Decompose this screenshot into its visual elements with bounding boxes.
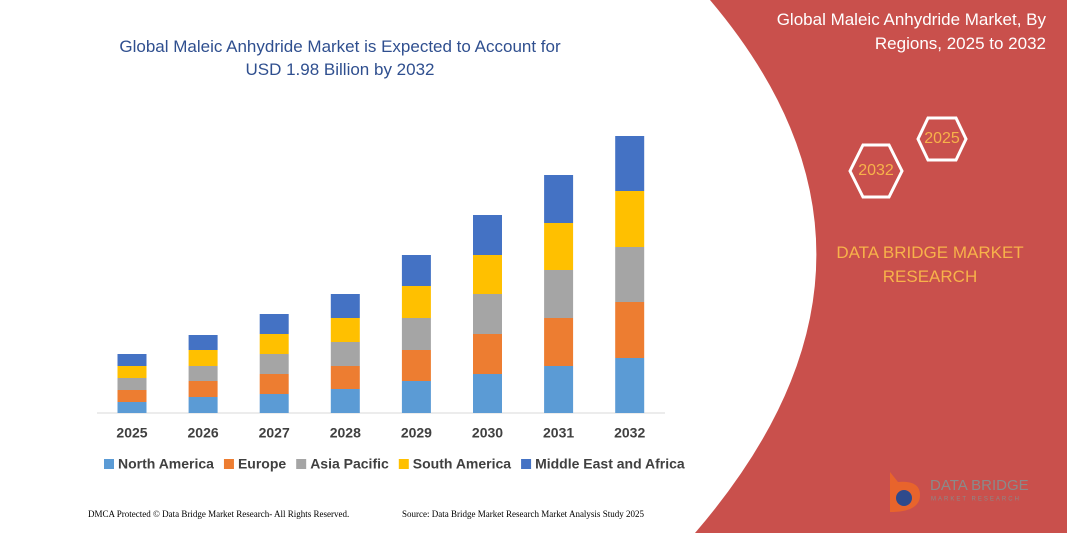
hexagon (848, 143, 904, 199)
bar-segment (330, 389, 360, 413)
bar-segment (544, 270, 574, 318)
logo-tagline: MARKET RESEARCH (931, 497, 1021, 503)
bar-segment (330, 342, 360, 366)
bar-segment (401, 255, 431, 286)
bar-segment (401, 350, 431, 381)
bar-segment (117, 366, 147, 378)
bar-segment (544, 223, 574, 270)
logo-name: DATA BRIDGE (930, 477, 1029, 494)
bar-segment (117, 402, 147, 413)
legend-label: North America (118, 456, 214, 472)
panel-title: Global Maleic Anhydride Market, By Regio… (776, 10, 1046, 53)
bar-segment (615, 136, 645, 191)
x-tick-label: 2026 (188, 425, 219, 441)
bar-segment (188, 397, 218, 413)
bar-segment (401, 286, 431, 318)
bar-segment (473, 374, 502, 413)
bar-segment (544, 318, 574, 366)
legend-swatch (521, 459, 532, 469)
hexagon (916, 116, 968, 162)
red-panel (695, 0, 1067, 533)
legend-swatch (104, 459, 114, 469)
bar-segment (544, 175, 574, 223)
chart-title: Global Maleic Anhydride Market is Expect… (119, 37, 561, 79)
legend-label: Middle East and Africa (535, 456, 685, 472)
legend-swatch (223, 459, 234, 469)
bar-segment (259, 374, 289, 394)
hexagon-label: 2025 (924, 130, 960, 147)
bar-segment (117, 390, 147, 402)
x-tick-label: 2029 (401, 425, 432, 441)
bar-segment (259, 314, 289, 334)
bar-segment (615, 247, 645, 302)
bar-segment (544, 366, 574, 413)
bar-segment (188, 335, 218, 350)
legend-label: Asia Pacific (310, 456, 389, 472)
legend-label: South America (413, 456, 511, 472)
panel-brand: DATA BRIDGE MARKET RESEARCH (836, 243, 1024, 286)
x-tick-label: 2031 (543, 425, 574, 441)
x-tick-label: 2030 (472, 425, 503, 441)
x-tick-label: 2032 (614, 425, 645, 441)
bar-segment (473, 215, 502, 255)
bar-segment (117, 378, 147, 390)
bar-segment (330, 366, 360, 389)
bar-segment (473, 334, 502, 374)
bar-segment (188, 366, 218, 381)
bar-segment (401, 381, 431, 413)
logo-icon (896, 490, 912, 506)
hexagon-label: 2032 (858, 162, 894, 179)
x-tick-label: 2027 (259, 425, 290, 441)
bar-segment (330, 294, 360, 318)
bar-segment (188, 381, 218, 397)
bar-segment (473, 294, 502, 334)
bar-segment (259, 354, 289, 374)
footer-left: DMCA Protected © Data Bridge Market Rese… (88, 509, 350, 519)
x-tick-label: 2028 (330, 425, 361, 441)
bar-segment (615, 191, 645, 247)
legend-swatch (296, 459, 307, 469)
x-tick-label: 2025 (116, 425, 147, 441)
footer-right: Source: Data Bridge Market Research Mark… (402, 509, 644, 519)
bar-segment (615, 358, 645, 413)
bar-segment (117, 354, 147, 366)
bar-segment (259, 394, 289, 413)
bar-segment (473, 255, 502, 294)
bar-segment (188, 350, 218, 366)
legend-swatch (398, 459, 409, 469)
logo: DATA BRIDGE MARKET RESEARCH (890, 472, 1029, 512)
bar-segment (330, 318, 360, 342)
bar-segment (615, 302, 645, 358)
bar-segment (401, 318, 431, 350)
bar-segment (259, 334, 289, 354)
legend-label: Europe (238, 456, 286, 472)
